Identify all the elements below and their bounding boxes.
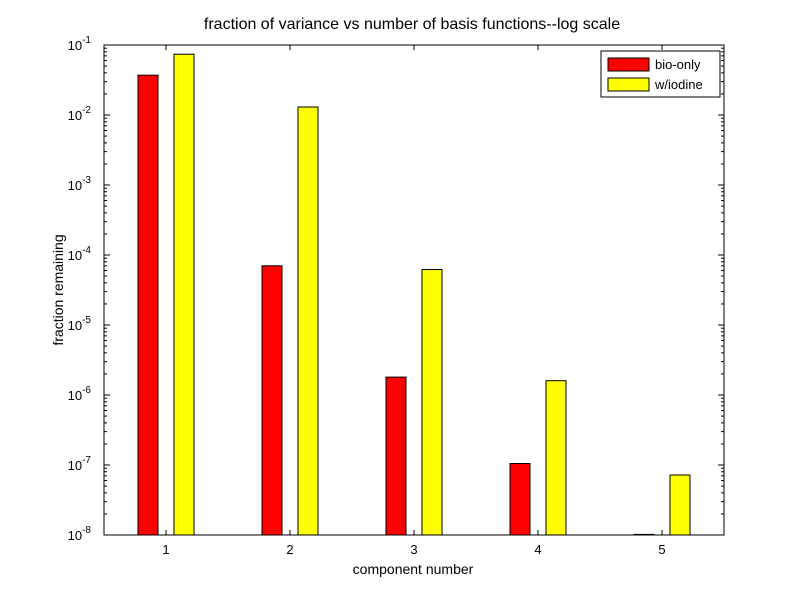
bar-bio-only-3 (385, 376, 407, 536)
bar-w-iodine-5 (669, 474, 691, 536)
y-axis-title: fraction remaining (50, 234, 66, 345)
bar-bio-only-4 (509, 463, 531, 536)
y-tick-label: 10-1 (68, 35, 92, 53)
legend: bio-only w/iodine (600, 50, 721, 98)
plot-frame (103, 44, 725, 536)
y-tick-label: 10-2 (68, 105, 92, 123)
legend-label-bio-only: bio-only (655, 57, 701, 72)
bars-group (137, 53, 691, 536)
bar-w-iodine-2 (297, 106, 319, 536)
legend-swatch-bio-only (607, 57, 650, 72)
x-tick-label: 3 (410, 542, 417, 557)
x-tick-label: 2 (286, 542, 293, 557)
y-tick-label: 10-4 (68, 245, 92, 263)
y-tick-label: 10-5 (68, 315, 92, 333)
bar-bio-only-2 (261, 265, 283, 536)
y-tick-label: 10-8 (68, 525, 92, 543)
bar-w-iodine-4 (545, 380, 567, 536)
x-tick-label: 4 (534, 542, 541, 557)
chart-title: fraction of variance vs number of basis … (204, 16, 620, 33)
legend-label-w-iodine: w/iodine (654, 77, 703, 92)
legend-swatch-w-iodine (607, 77, 650, 92)
plot-area (104, 45, 724, 535)
bar-w-iodine-1 (173, 53, 195, 536)
x-tick-label: 1 (162, 542, 169, 557)
bar-bio-only-1 (137, 74, 159, 536)
x-tick-label: 5 (658, 542, 665, 557)
x-axis-title: component number (353, 561, 474, 577)
bar-w-iodine-3 (421, 269, 443, 536)
y-tick-label: 10-3 (68, 175, 92, 193)
y-tick-label: 10-6 (68, 385, 92, 403)
y-tick-label: 10-7 (68, 455, 92, 473)
ticks-group: 1 2 3 4 5 10-8 10-7 10-6 10-5 10-4 10-3 10-2 10-1 (68, 35, 724, 557)
